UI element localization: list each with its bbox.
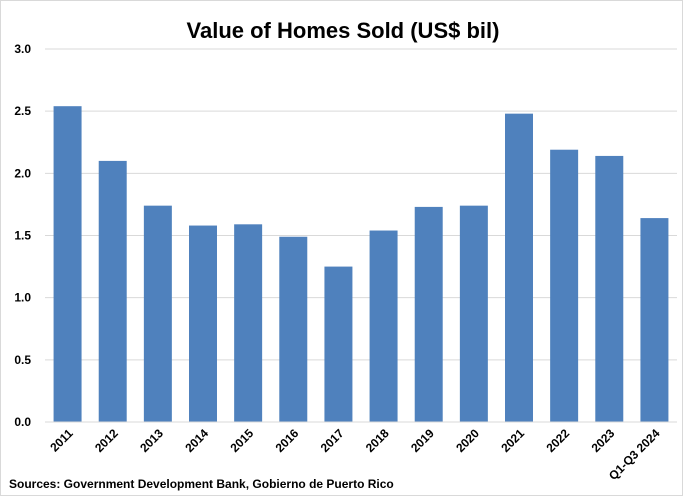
y-axis-tick-labels: 0.0 0.5 1.0 1.5 2.0 2.5 3.0 — [14, 42, 31, 429]
x-tick-label: 2021 — [498, 426, 527, 455]
x-tick-label: 2011 — [47, 426, 76, 455]
chart-title: Value of Homes Sold (US$ bil) — [187, 18, 500, 43]
bar — [98, 160, 127, 422]
bar — [595, 155, 624, 422]
x-tick-label: 2019 — [408, 426, 437, 455]
y-tick-label: 3.0 — [14, 42, 31, 56]
y-tick-label: 2.5 — [14, 104, 31, 118]
x-tick-label: 2023 — [589, 426, 618, 455]
y-tick-label: 0.0 — [14, 415, 31, 429]
bar — [143, 205, 172, 422]
bar — [324, 266, 353, 422]
bar — [369, 230, 398, 422]
x-tick-label: 2017 — [318, 426, 347, 455]
x-tick-label: 2022 — [543, 426, 572, 455]
x-axis-tick-labels: 2011 2012 2013 2014 2015 2016 2017 2018 2019 2020… — [47, 426, 662, 483]
x-tick-label: 2015 — [227, 426, 256, 455]
x-tick-label: 2012 — [92, 426, 121, 455]
y-tick-label: 2.0 — [14, 166, 31, 180]
x-tick-label: 2013 — [137, 426, 166, 455]
y-tick-label: 1.0 — [14, 291, 31, 305]
bar — [414, 206, 443, 422]
y-tick-label: 0.5 — [14, 353, 31, 367]
x-tick-label: 2014 — [182, 426, 211, 455]
bar — [189, 225, 217, 422]
y-tick-label: 1.5 — [14, 229, 31, 243]
gridlines — [45, 48, 677, 361]
source-note: Sources: Government Development Bank, Go… — [9, 477, 394, 491]
bar — [53, 106, 82, 423]
bar — [459, 205, 488, 422]
bar — [505, 113, 533, 423]
bar — [550, 149, 579, 422]
x-tick-label: 2020 — [453, 426, 482, 455]
x-tick-label: 2016 — [273, 426, 302, 455]
bar — [640, 218, 669, 422]
x-tick-label: 2018 — [363, 426, 392, 455]
bars — [53, 106, 669, 423]
bar — [234, 224, 263, 422]
bar — [279, 236, 308, 422]
